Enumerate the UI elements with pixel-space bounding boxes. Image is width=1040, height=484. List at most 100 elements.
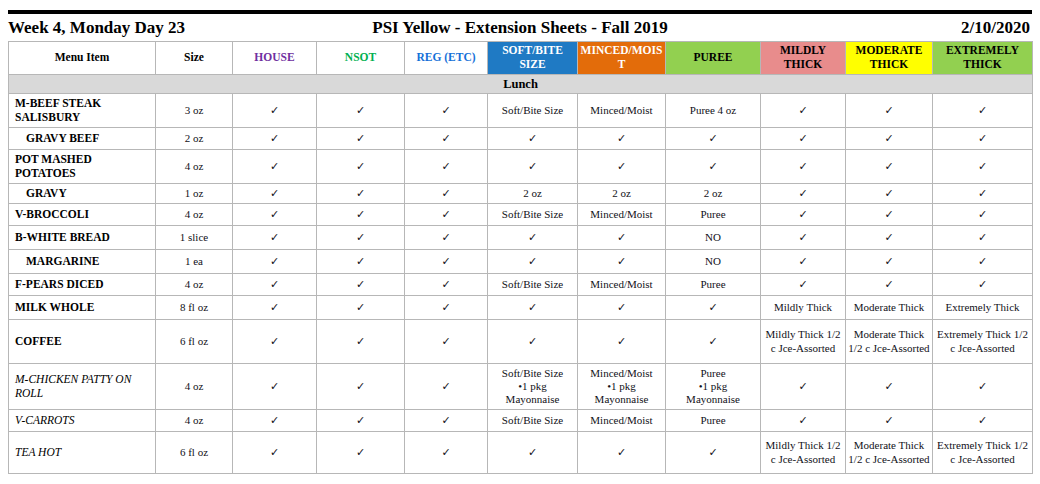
column-header-moderate-thick: MODERATE THICK [846, 42, 933, 75]
column-header-house: HOUSE [233, 42, 317, 75]
checkmark-cell-house: ✓ [233, 296, 317, 320]
checkmark-cell-reg-etc: ✓ [405, 226, 488, 250]
value-cell-minced-moist: 2 oz [578, 184, 666, 204]
size-cell: 8 fl oz [156, 296, 233, 320]
size-cell: 3 oz [156, 94, 233, 128]
menu-item-cell: MILK WHOLE [9, 296, 156, 320]
checkmark-cell-nsot: ✓ [317, 184, 405, 204]
checkmark-cell-moderate-thick: ✓ [846, 250, 933, 274]
checkmark-cell-house: ✓ [233, 274, 317, 296]
column-header-soft-bite-size: SOFT/BITE SIZE [488, 42, 578, 75]
menu-item-cell: GRAVY BEEF [9, 128, 156, 150]
table-row: V-CARROTS4 oz✓✓✓Soft/Bite SizeMinced/Moi… [9, 410, 1033, 432]
checkmark-cell-mildly-thick: ✓ [761, 204, 846, 226]
column-header-extremely-thick: EXTREMELY THICK [933, 42, 1033, 75]
table-row: B-WHITE BREAD1 slice✓✓✓✓✓NO✓✓✓ [9, 226, 1033, 250]
checkmark-cell-nsot: ✓ [317, 320, 405, 364]
checkmark-cell-extremely-thick: ✓ [933, 410, 1033, 432]
value-cell-puree: Puree [666, 410, 761, 432]
extension-sheet: Week 4, Monday Day 23 PSI Yellow - Exten… [8, 10, 1032, 474]
checkmark-cell-mildly-thick: ✓ [761, 184, 846, 204]
checkmark-cell-reg-etc: ✓ [405, 432, 488, 474]
checkmark-cell-soft-bite-size: ✓ [488, 150, 578, 184]
value-cell-minced-moist: Minced/Moist [578, 204, 666, 226]
checkmark-cell-moderate-thick: ✓ [846, 184, 933, 204]
checkmark-cell-puree: ✓ [666, 150, 761, 184]
checkmark-cell-mildly-thick: ✓ [761, 410, 846, 432]
checkmark-cell-mildly-thick: ✓ [761, 250, 846, 274]
checkmark-cell-soft-bite-size: ✓ [488, 432, 578, 474]
checkmark-cell-reg-etc: ✓ [405, 128, 488, 150]
table-row: V-BROCCOLI4 oz✓✓✓Soft/Bite SizeMinced/Mo… [9, 204, 1033, 226]
column-header-nsot: NSOT [317, 42, 405, 75]
size-cell: 4 oz [156, 274, 233, 296]
value-cell-extremely-thick: Extremely Thick [933, 296, 1033, 320]
column-header-minced-moist: MINCED/MOIST [578, 42, 666, 75]
column-header-mildly-thick: MILDLY THICK [761, 42, 846, 75]
checkmark-cell-moderate-thick: ✓ [846, 150, 933, 184]
checkmark-cell-house: ✓ [233, 204, 317, 226]
menu-item-cell: B-WHITE BREAD [9, 226, 156, 250]
checkmark-cell-moderate-thick: ✓ [846, 364, 933, 410]
menu-item-cell: GRAVY [9, 184, 156, 204]
value-cell-mildly-thick: Mildly Thick [761, 296, 846, 320]
value-cell-puree: NO [666, 250, 761, 274]
column-header-puree: PUREE [666, 42, 761, 75]
checkmark-cell-mildly-thick: ✓ [761, 274, 846, 296]
checkmark-cell-reg-etc: ✓ [405, 296, 488, 320]
checkmark-cell-puree: ✓ [666, 432, 761, 474]
size-cell: 4 oz [156, 150, 233, 184]
menu-item-cell: M-BEEF STEAK SALISBURY [9, 94, 156, 128]
checkmark-cell-minced-moist: ✓ [578, 432, 666, 474]
checkmark-cell-nsot: ✓ [317, 432, 405, 474]
size-cell: 6 fl oz [156, 432, 233, 474]
checkmark-cell-reg-etc: ✓ [405, 94, 488, 128]
checkmark-cell-nsot: ✓ [317, 250, 405, 274]
checkmark-cell-extremely-thick: ✓ [933, 364, 1033, 410]
sheet-date: 2/10/2020 [961, 18, 1030, 38]
menu-item-cell: M-CHICKEN PATTY ON ROLL [9, 364, 156, 410]
checkmark-cell-nsot: ✓ [317, 296, 405, 320]
checkmark-cell-minced-moist: ✓ [578, 128, 666, 150]
checkmark-cell-house: ✓ [233, 432, 317, 474]
menu-table: Menu ItemSizeHOUSENSOTREG (ETC)SOFT/BITE… [8, 41, 1033, 474]
table-row: M-BEEF STEAK SALISBURY3 oz✓✓✓Soft/Bite S… [9, 94, 1033, 128]
value-cell-puree: Puree •1 pkg Mayonnaise [666, 364, 761, 410]
menu-item-cell: F-PEARS DICED [9, 274, 156, 296]
menu-item-cell: V-BROCCOLI [9, 204, 156, 226]
checkmark-cell-house: ✓ [233, 184, 317, 204]
size-cell: 1 oz [156, 184, 233, 204]
value-cell-soft-bite-size: 2 oz [488, 184, 578, 204]
size-cell: 4 oz [156, 364, 233, 410]
checkmark-cell-moderate-thick: ✓ [846, 274, 933, 296]
section-row-lunch: Lunch [9, 75, 1033, 94]
size-cell: 4 oz [156, 204, 233, 226]
value-cell-minced-moist: Minced/Moist [578, 94, 666, 128]
value-cell-minced-moist: Minced/Moist [578, 410, 666, 432]
size-cell: 1 ea [156, 250, 233, 274]
menu-table-header: Menu ItemSizeHOUSENSOTREG (ETC)SOFT/BITE… [9, 42, 1033, 75]
checkmark-cell-minced-moist: ✓ [578, 320, 666, 364]
table-row: MARGARINE1 ea✓✓✓✓✓NO✓✓✓ [9, 250, 1033, 274]
size-cell: 2 oz [156, 128, 233, 150]
checkmark-cell-minced-moist: ✓ [578, 296, 666, 320]
checkmark-cell-soft-bite-size: ✓ [488, 226, 578, 250]
checkmark-cell-house: ✓ [233, 128, 317, 150]
checkmark-cell-house: ✓ [233, 320, 317, 364]
value-cell-extremely-thick: Extremely Thick 1/2 c Jce-Assorted [933, 320, 1033, 364]
checkmark-cell-house: ✓ [233, 226, 317, 250]
size-cell: 6 fl oz [156, 320, 233, 364]
value-cell-mildly-thick: Mildly Thick 1/2 c Jce-Assorted [761, 432, 846, 474]
table-row: GRAVY1 oz✓✓✓2 oz2 oz2 oz✓✓✓ [9, 184, 1033, 204]
checkmark-cell-extremely-thick: ✓ [933, 150, 1033, 184]
checkmark-cell-mildly-thick: ✓ [761, 128, 846, 150]
value-cell-puree: Puree [666, 274, 761, 296]
checkmark-cell-reg-etc: ✓ [405, 274, 488, 296]
checkmark-cell-house: ✓ [233, 94, 317, 128]
checkmark-cell-moderate-thick: ✓ [846, 204, 933, 226]
value-cell-puree: Puree [666, 204, 761, 226]
checkmark-cell-minced-moist: ✓ [578, 150, 666, 184]
value-cell-puree: NO [666, 226, 761, 250]
table-row: M-CHICKEN PATTY ON ROLL4 oz✓✓✓Soft/Bite … [9, 364, 1033, 410]
checkmark-cell-moderate-thick: ✓ [846, 94, 933, 128]
